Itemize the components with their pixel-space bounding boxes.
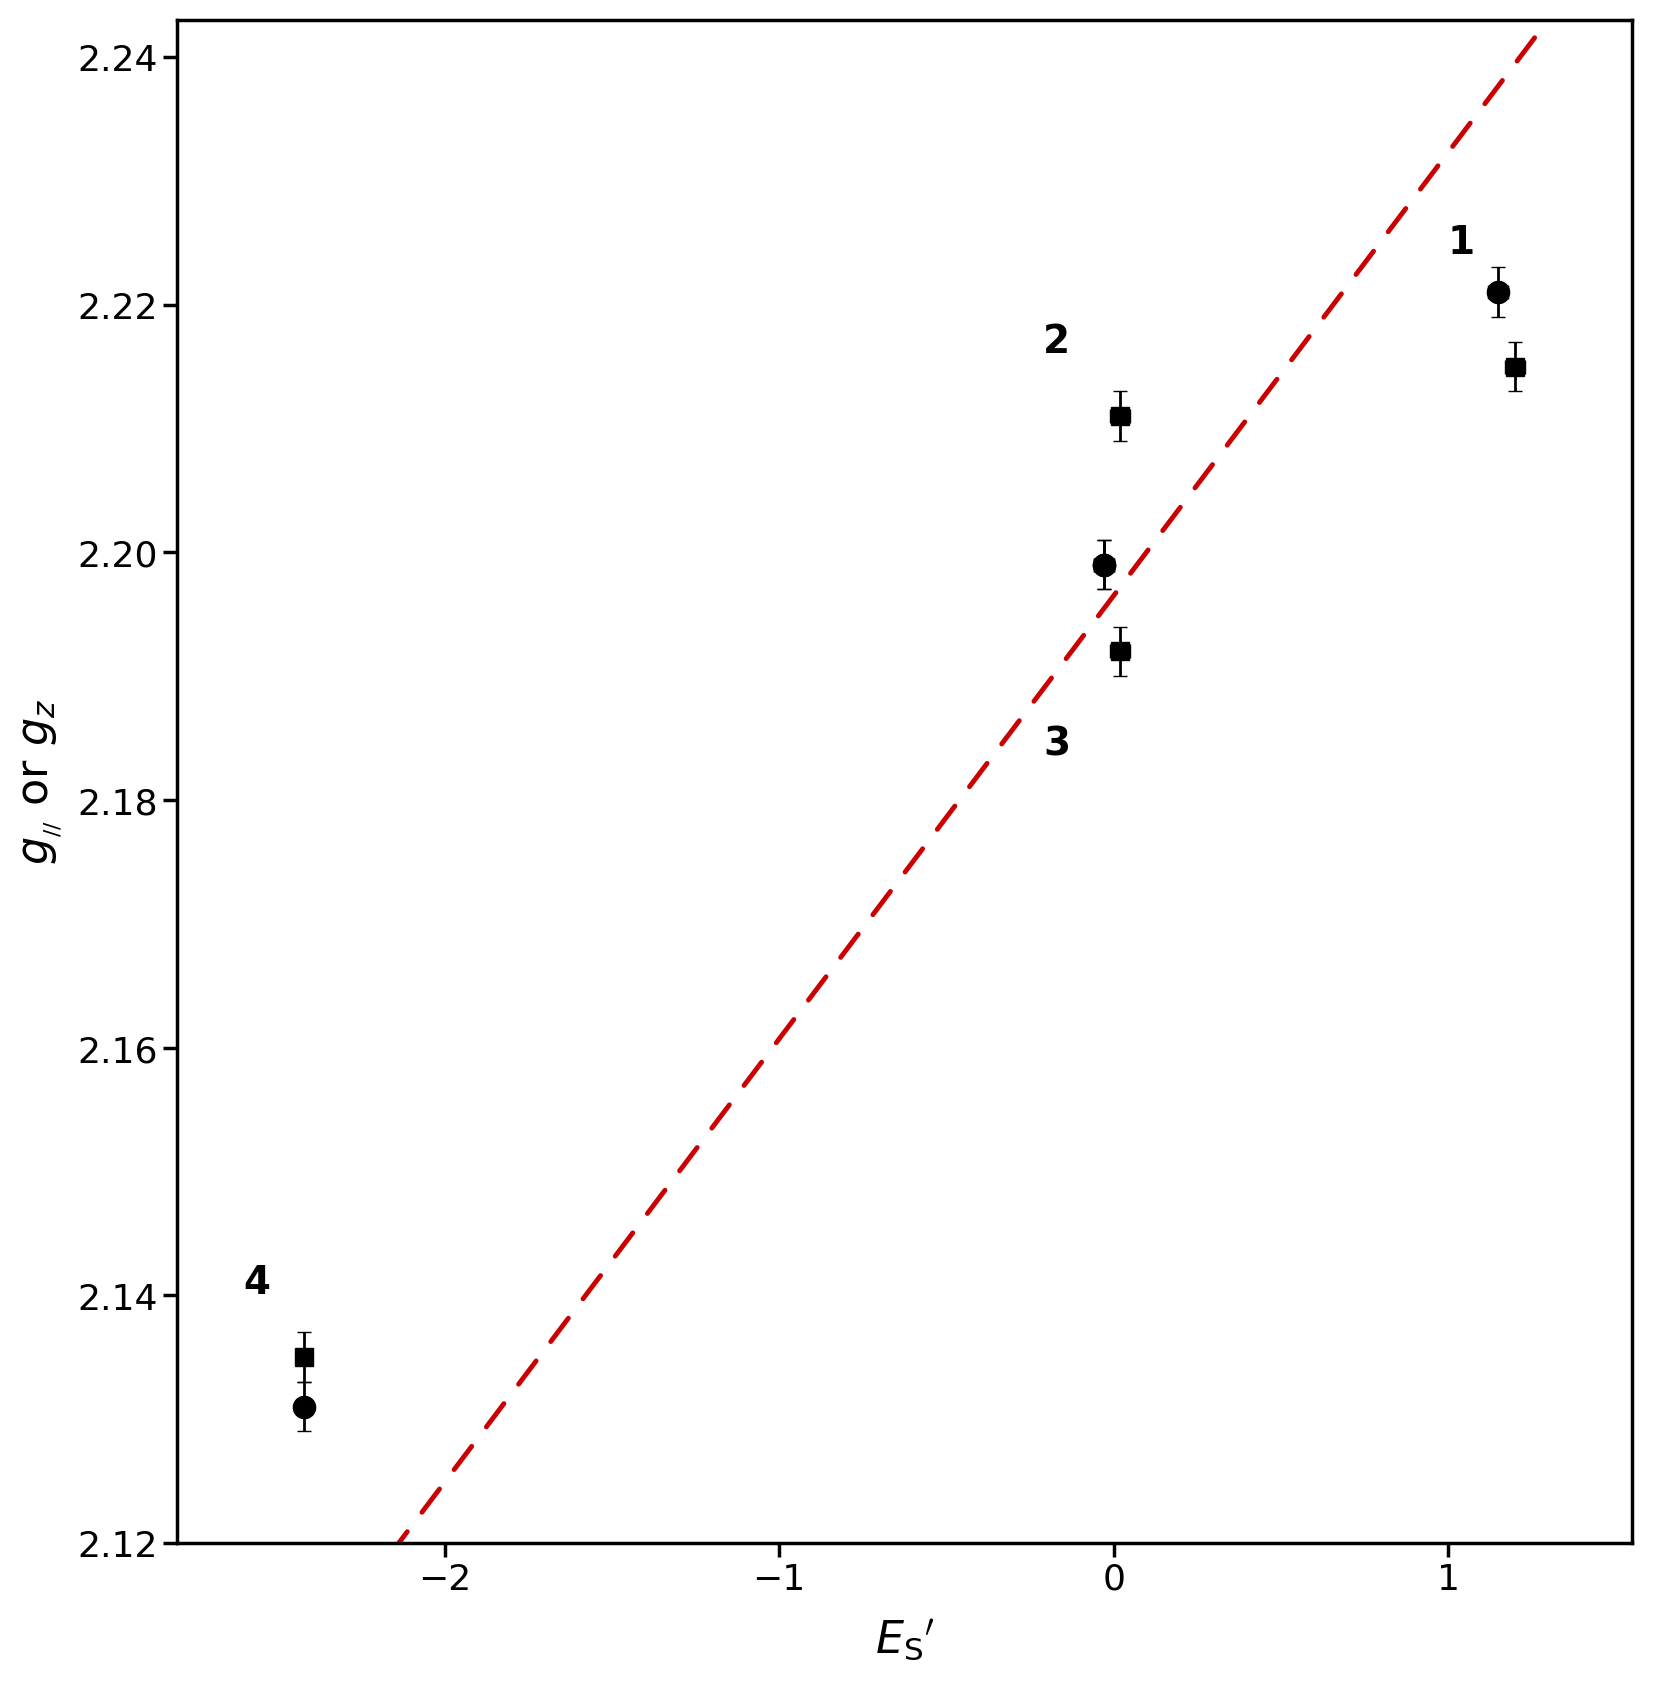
Text: 4: 4 xyxy=(243,1263,271,1302)
Text: 3: 3 xyxy=(1043,725,1069,764)
Y-axis label: $g_{_{//}}$ or $g_z$: $g_{_{//}}$ or $g_z$ xyxy=(21,698,64,865)
Text: 1: 1 xyxy=(1448,224,1474,262)
X-axis label: $E_{\mathrm{S}}{'}$: $E_{\mathrm{S}}{'}$ xyxy=(874,1616,934,1662)
Text: 2: 2 xyxy=(1043,323,1069,362)
